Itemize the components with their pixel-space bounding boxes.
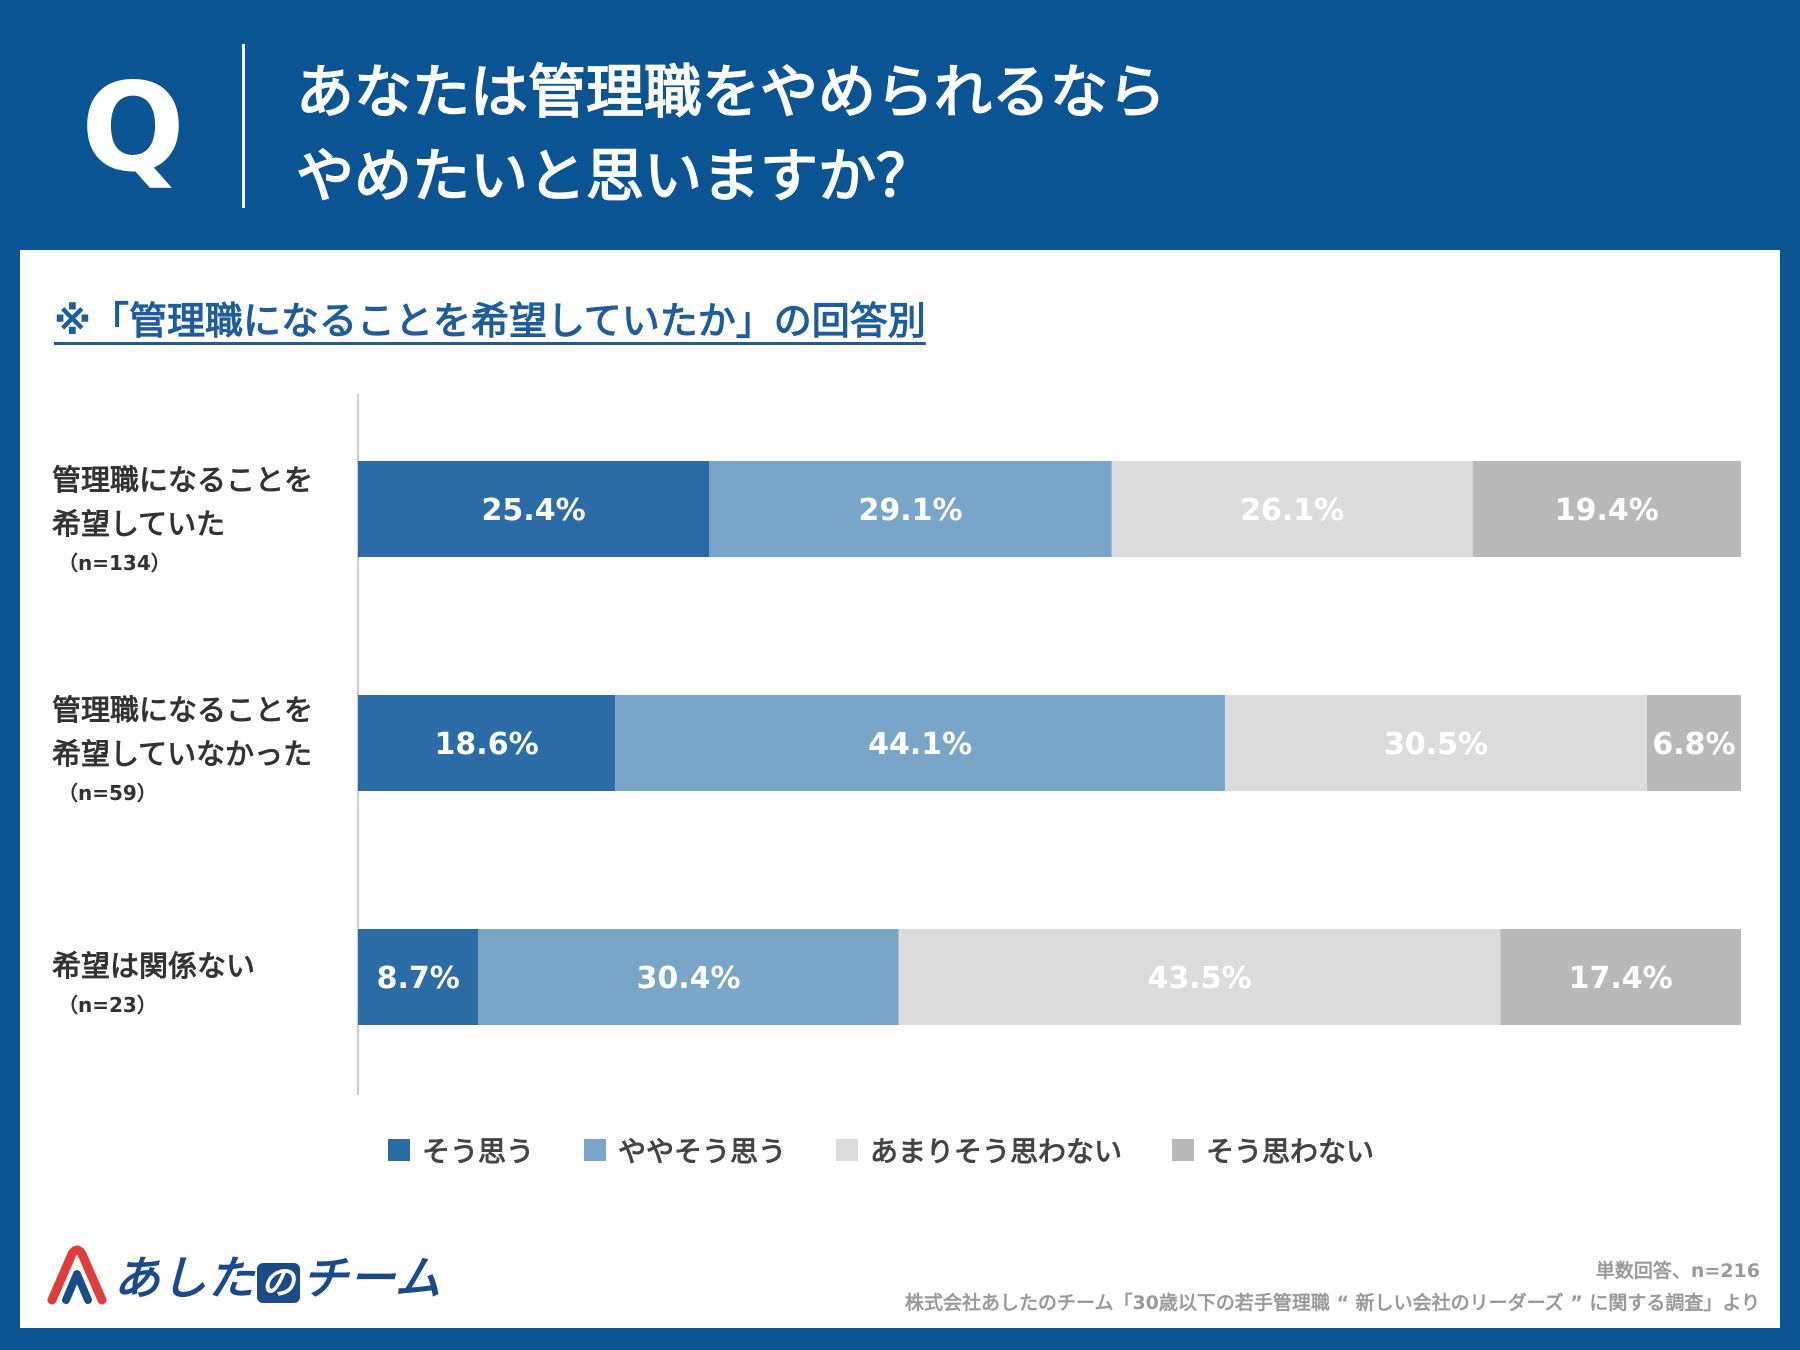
legend-label: そう思わない — [1206, 1135, 1375, 1168]
row-label-line: 希望していなかった — [52, 737, 313, 771]
legend-swatch — [1172, 1139, 1195, 1161]
logo-text-part: あした — [114, 1251, 255, 1305]
row-label-n: （n=59） — [58, 781, 157, 805]
value-label-somewhat-agree-row-3: 30.4% — [636, 961, 740, 996]
row-label-not-wanted: 管理職になることを 希望していなかった （n=59） — [52, 688, 313, 810]
question-title: あなたは管理職をやめられるなら やめたいと思いますか？ — [296, 50, 1166, 218]
chart-legend: そう思う ややそう思う あまりそう思わない そう思わない — [388, 1130, 1424, 1170]
bar-segment-disagree-row-3 — [1500, 929, 1741, 1025]
question-title-line-1: あなたは管理職をやめられるなら — [296, 58, 1167, 126]
value-label-agree-row-3: 8.7% — [377, 961, 460, 996]
row-label-line: 管理職になることを — [52, 463, 314, 497]
row-label-line: 管理職になることを — [52, 693, 314, 727]
row-label-wanted: 管理職になることを 希望していた （n=134） — [52, 458, 313, 580]
row-label-n: （n=23） — [58, 993, 157, 1017]
value-label-somewhat-disagree-row-1: 26.1% — [1240, 493, 1344, 528]
bar-segment-somewhat-disagree-row-2 — [1225, 695, 1647, 791]
legend-item-somewhat-disagree: あまりそう思わない — [836, 1130, 1122, 1170]
logo-text-part: チーム — [302, 1251, 442, 1305]
footnote-source: 株式会社あしたのチーム「30歳以下の若手管理職 “ 新しい会社のリーダーズ ” … — [905, 1292, 1760, 1314]
value-label-disagree-row-2: 6.8% — [1652, 727, 1735, 762]
bar-segment-agree-row-2 — [358, 695, 616, 791]
legend-swatch — [836, 1139, 859, 1161]
legend-item-disagree: そう思わない — [1172, 1130, 1374, 1170]
header-banner: Q あなたは管理職をやめられるなら やめたいと思いますか？ — [0, 0, 1800, 250]
bar-segment-agree-row-1 — [358, 461, 710, 557]
bar-segment-somewhat-agree-row-2 — [615, 695, 1226, 791]
row-label-line: 希望していた — [52, 507, 226, 541]
bar-segment-somewhat-disagree-row-1 — [1111, 461, 1473, 557]
legend-swatch — [388, 1139, 410, 1161]
legend-item-agree: そう思う — [388, 1130, 534, 1170]
bar-segment-somewhat-agree-row-1 — [709, 461, 1112, 557]
legend-swatch — [584, 1139, 607, 1161]
bar-segment-agree-row-3 — [358, 929, 479, 1025]
footnote-sample: 単数回答、n=216 — [1595, 1260, 1760, 1282]
row-label-line: 希望は関係ない — [52, 949, 256, 983]
question-title-line-2: やめたいと思いますか？ — [296, 142, 935, 210]
value-label-disagree-row-3: 17.4% — [1569, 961, 1673, 996]
value-label-somewhat-agree-row-2: 44.1% — [868, 727, 972, 762]
content-panel: ※「管理職になることを希望していたか」の回答別 25.4% 29.1% 26.1% 1… — [20, 250, 1780, 1328]
header-divider — [242, 44, 245, 208]
value-label-somewhat-disagree-row-3: 43.5% — [1148, 961, 1252, 996]
bar-segment-somewhat-disagree-row-3 — [898, 929, 1501, 1025]
bar-segment-disagree-row-2 — [1647, 695, 1741, 791]
value-label-somewhat-disagree-row-2: 30.5% — [1384, 727, 1488, 762]
q-letter: Q — [81, 57, 185, 199]
legend-label: ややそう思う — [618, 1135, 787, 1168]
row-label-irrelevant: 希望は関係ない （n=23） — [52, 944, 255, 1022]
stacked-bar-chart: 25.4% 29.1% 26.1% 19.4% 18.6% 44.1% 30.5% 6.8% 8… — [357, 394, 1741, 1095]
bar-segment-disagree-row-1 — [1472, 461, 1741, 557]
logo-text-part: の — [257, 1263, 300, 1303]
logo-mark-icon — [47, 1245, 107, 1305]
legend-item-somewhat-agree: ややそう思う — [584, 1130, 786, 1170]
legend-label: あまりそう思わない — [870, 1135, 1123, 1168]
bar-segment-somewhat-agree-row-3 — [478, 929, 899, 1025]
legend-label: そう思う — [422, 1135, 535, 1168]
logo-text: あしたのチーム — [114, 1242, 442, 1308]
company-logo: あしたのチーム — [46, 1240, 442, 1310]
value-label-somewhat-agree-row-1: 29.1% — [858, 493, 962, 528]
value-label-agree-row-2: 18.6% — [435, 727, 539, 762]
chart-subtitle: ※「管理職になることを希望していたか」の回答別 — [54, 299, 926, 343]
value-label-agree-row-1: 25.4% — [482, 493, 586, 528]
value-label-disagree-row-1: 19.4% — [1555, 493, 1659, 528]
row-label-n: （n=134） — [58, 551, 171, 575]
